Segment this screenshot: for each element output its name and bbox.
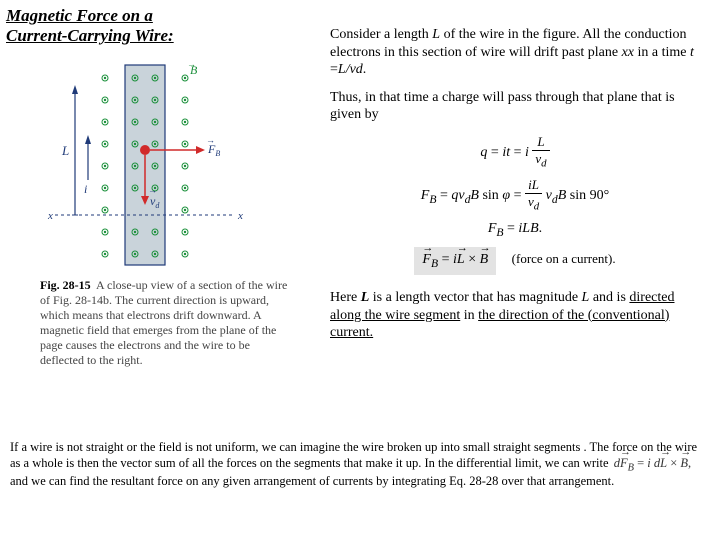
equation-force-vector: FB = iL × B (force on a current). <box>330 247 700 275</box>
current-arrow-head <box>85 135 91 144</box>
title-line-1: Magnetic Force on a <box>6 6 153 25</box>
x-label-right: x <box>237 210 243 222</box>
figure-caption: Fig. 28-15 A close-up view of a section … <box>40 278 290 368</box>
force-vec-icon: → <box>206 135 215 145</box>
title-line-2: Current-Carrying Wire: <box>6 26 174 45</box>
equation-charge: q = it = i Lvd <box>330 134 700 171</box>
paragraph-1: Consider a length L of the wire in the f… <box>330 26 700 79</box>
length-arrow-up <box>72 85 78 94</box>
paragraph-2: Thus, in that time a charge will pass th… <box>330 89 700 124</box>
right-column: Consider a length L of the wire in the f… <box>330 26 700 352</box>
b-arrow-icon: → <box>187 60 196 69</box>
bottom-text-2: and we can find the resultant force on a… <box>10 474 614 488</box>
length-label: L <box>61 143 69 158</box>
wire-diagram: x x <box>40 60 250 270</box>
force-arrow-head <box>196 146 205 154</box>
equation-force-2: FB = iLB. <box>330 220 700 240</box>
electron-dot <box>140 145 150 155</box>
equation-force-1: FB = qvdB sin φ = iLvd vdB sin 90° <box>330 177 700 214</box>
bottom-paragraph: If a wire is not straight or the field i… <box>10 440 710 490</box>
equation-annotation: (force on a current). <box>512 251 616 267</box>
figure-panel: x x <box>40 60 280 368</box>
paragraph-3: Here L is a length vector that has magni… <box>330 289 700 342</box>
x-label-left: x <box>47 210 53 222</box>
bottom-text-1: If a wire is not straight or the field i… <box>10 440 697 470</box>
slide-title: Magnetic Force on a Current-Carrying Wir… <box>6 6 174 47</box>
current-label: i <box>84 182 87 196</box>
bottom-equation: dFB = i dL × B, <box>612 456 693 470</box>
drift-vec-icon: → <box>148 185 157 195</box>
figure-label: Fig. 28-15 <box>40 278 91 292</box>
